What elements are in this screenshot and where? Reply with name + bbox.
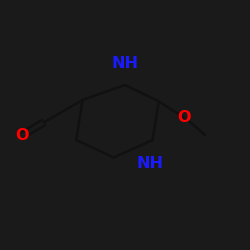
Text: NH: NH <box>136 156 164 171</box>
Text: O: O <box>177 110 190 125</box>
Text: O: O <box>16 128 29 142</box>
Text: NH: NH <box>112 56 138 71</box>
